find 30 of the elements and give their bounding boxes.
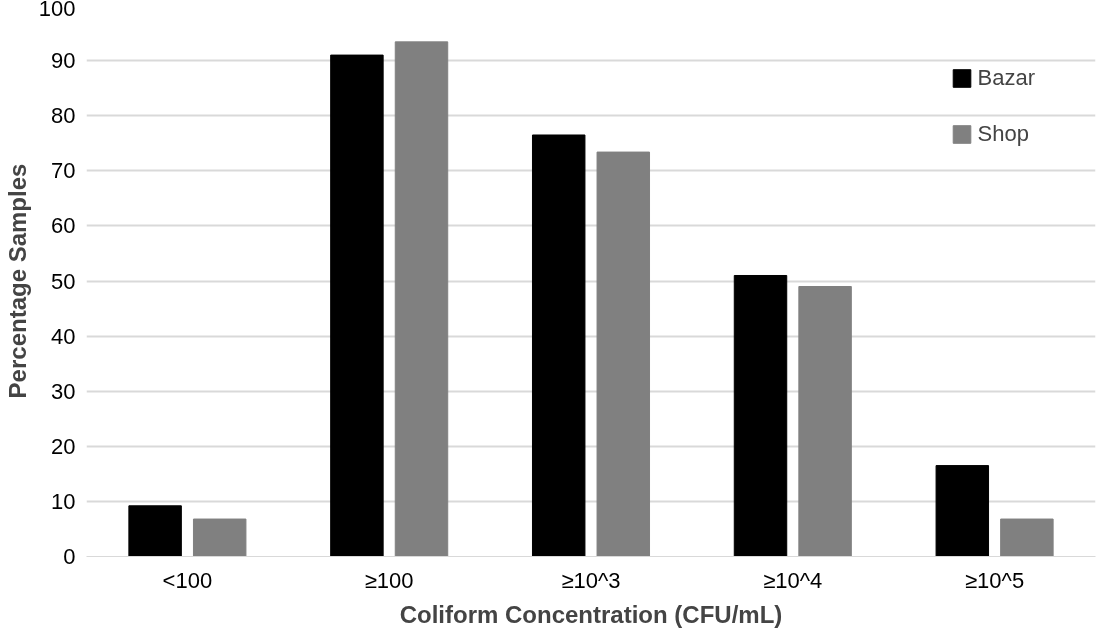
x-tick-label: ≥100 bbox=[364, 567, 414, 593]
y-tick-label: 40 bbox=[51, 323, 76, 349]
x-tick-label: ≥10^3 bbox=[561, 567, 621, 593]
y-tick-label: 50 bbox=[51, 268, 76, 294]
bar bbox=[394, 41, 449, 557]
legend-label: Bazar bbox=[977, 65, 1035, 91]
y-tick-label: 60 bbox=[51, 213, 76, 239]
y-tick-label: 100 bbox=[38, 0, 76, 21]
bar bbox=[798, 286, 852, 557]
legend-label: Shop bbox=[977, 121, 1029, 147]
x-tick-label: <100 bbox=[162, 567, 213, 593]
x-tick-label: ≥10^4 bbox=[763, 567, 823, 593]
y-axis-title: Percentage Samples bbox=[3, 163, 31, 399]
bar bbox=[128, 505, 182, 557]
bar bbox=[531, 134, 586, 557]
y-tick-label: 80 bbox=[51, 103, 76, 129]
y-tick-label: 70 bbox=[51, 158, 76, 184]
y-tick-label: 30 bbox=[51, 378, 76, 404]
y-tick-label: 90 bbox=[51, 48, 76, 74]
bar bbox=[1000, 518, 1054, 557]
x-tick-label: ≥10^5 bbox=[965, 567, 1025, 593]
bar bbox=[596, 151, 651, 557]
y-tick-label: 10 bbox=[51, 488, 76, 514]
y-tick-label: 20 bbox=[51, 433, 76, 459]
bar bbox=[192, 518, 247, 557]
bar bbox=[330, 54, 384, 557]
bar bbox=[733, 274, 788, 557]
bar bbox=[935, 465, 990, 557]
y-tick-label: 0 bbox=[63, 544, 76, 569]
x-axis-title: Coliform Concentration (CFU/mL) bbox=[399, 600, 783, 628]
